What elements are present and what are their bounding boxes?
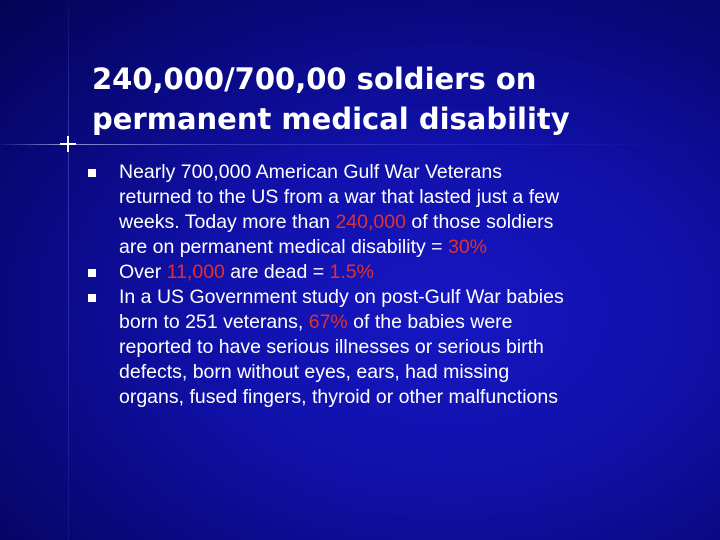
highlight-11000: 11,000	[166, 261, 225, 283]
decorative-vertical-line	[68, 0, 69, 540]
text: defects, born without eyes, ears, had mi…	[119, 361, 510, 383]
text: of those soldiers	[405, 211, 554, 233]
bullet-item-babies: In a US Government study on post-Gulf Wa…	[88, 285, 688, 410]
bullet-1-line-2: returned to the US from a war that laste…	[119, 185, 688, 210]
decorative-horizontal-line	[0, 144, 720, 145]
highlight-30-percent: 30%	[447, 236, 487, 258]
text: Over	[119, 261, 167, 283]
bullet-3-line-3: reported to have serious illnesses or se…	[119, 335, 688, 360]
text: are dead =	[224, 261, 330, 283]
bullet-list: Nearly 700,000 American Gulf War Veteran…	[88, 160, 688, 410]
sparkle-icon	[60, 136, 76, 152]
highlight-240000: 240,000	[335, 211, 406, 233]
highlight-67-percent: 67%	[308, 311, 348, 333]
text: reported to have serious illnesses or se…	[119, 336, 544, 358]
highlight-1-5-percent: 1.5%	[329, 261, 374, 283]
text: returned to the US from a war that laste…	[119, 186, 560, 208]
bullet-item-dead: Over 11,000 are dead = 1.5%	[88, 260, 688, 285]
slide-title-line-1: 240,000/700,00 soldiers on	[92, 62, 537, 97]
bullet-item-veterans: Nearly 700,000 American Gulf War Veteran…	[88, 160, 688, 260]
text: born to 251 veterans,	[119, 311, 309, 333]
bullet-3-line-5: organs, fused fingers, thyroid or other …	[119, 385, 688, 410]
slide-title-line-2: permanent medical disability	[92, 102, 570, 137]
square-bullet-icon	[88, 294, 96, 302]
square-bullet-icon	[88, 169, 96, 177]
bullet-1-line-3: weeks. Today more than 240,000 of those …	[119, 210, 688, 235]
bullet-3-line-1: In a US Government study on post-Gulf Wa…	[119, 285, 688, 310]
bullet-3-line-2: born to 251 veterans, 67% of the babies …	[119, 310, 688, 335]
text: organs, fused fingers, thyroid or other …	[119, 386, 558, 408]
text: of the babies were	[347, 311, 513, 333]
text: weeks. Today more than	[119, 211, 336, 233]
bullet-1-line-1: Nearly 700,000 American Gulf War Veteran…	[119, 160, 688, 185]
text: In a US Government study on post-Gulf Wa…	[119, 286, 564, 308]
slide-title: 240,000/700,00 soldiers on permanent med…	[92, 59, 692, 139]
bullet-1-line-4: are on permanent medical disability = 30…	[119, 235, 688, 260]
bullet-2-line-1: Over 11,000 are dead = 1.5%	[119, 260, 688, 285]
square-bullet-icon	[88, 269, 96, 277]
bullet-3-line-4: defects, born without eyes, ears, had mi…	[119, 360, 688, 385]
text: are on permanent medical disability =	[119, 236, 448, 258]
text: Nearly 700,000 American Gulf War Veteran…	[119, 161, 502, 183]
